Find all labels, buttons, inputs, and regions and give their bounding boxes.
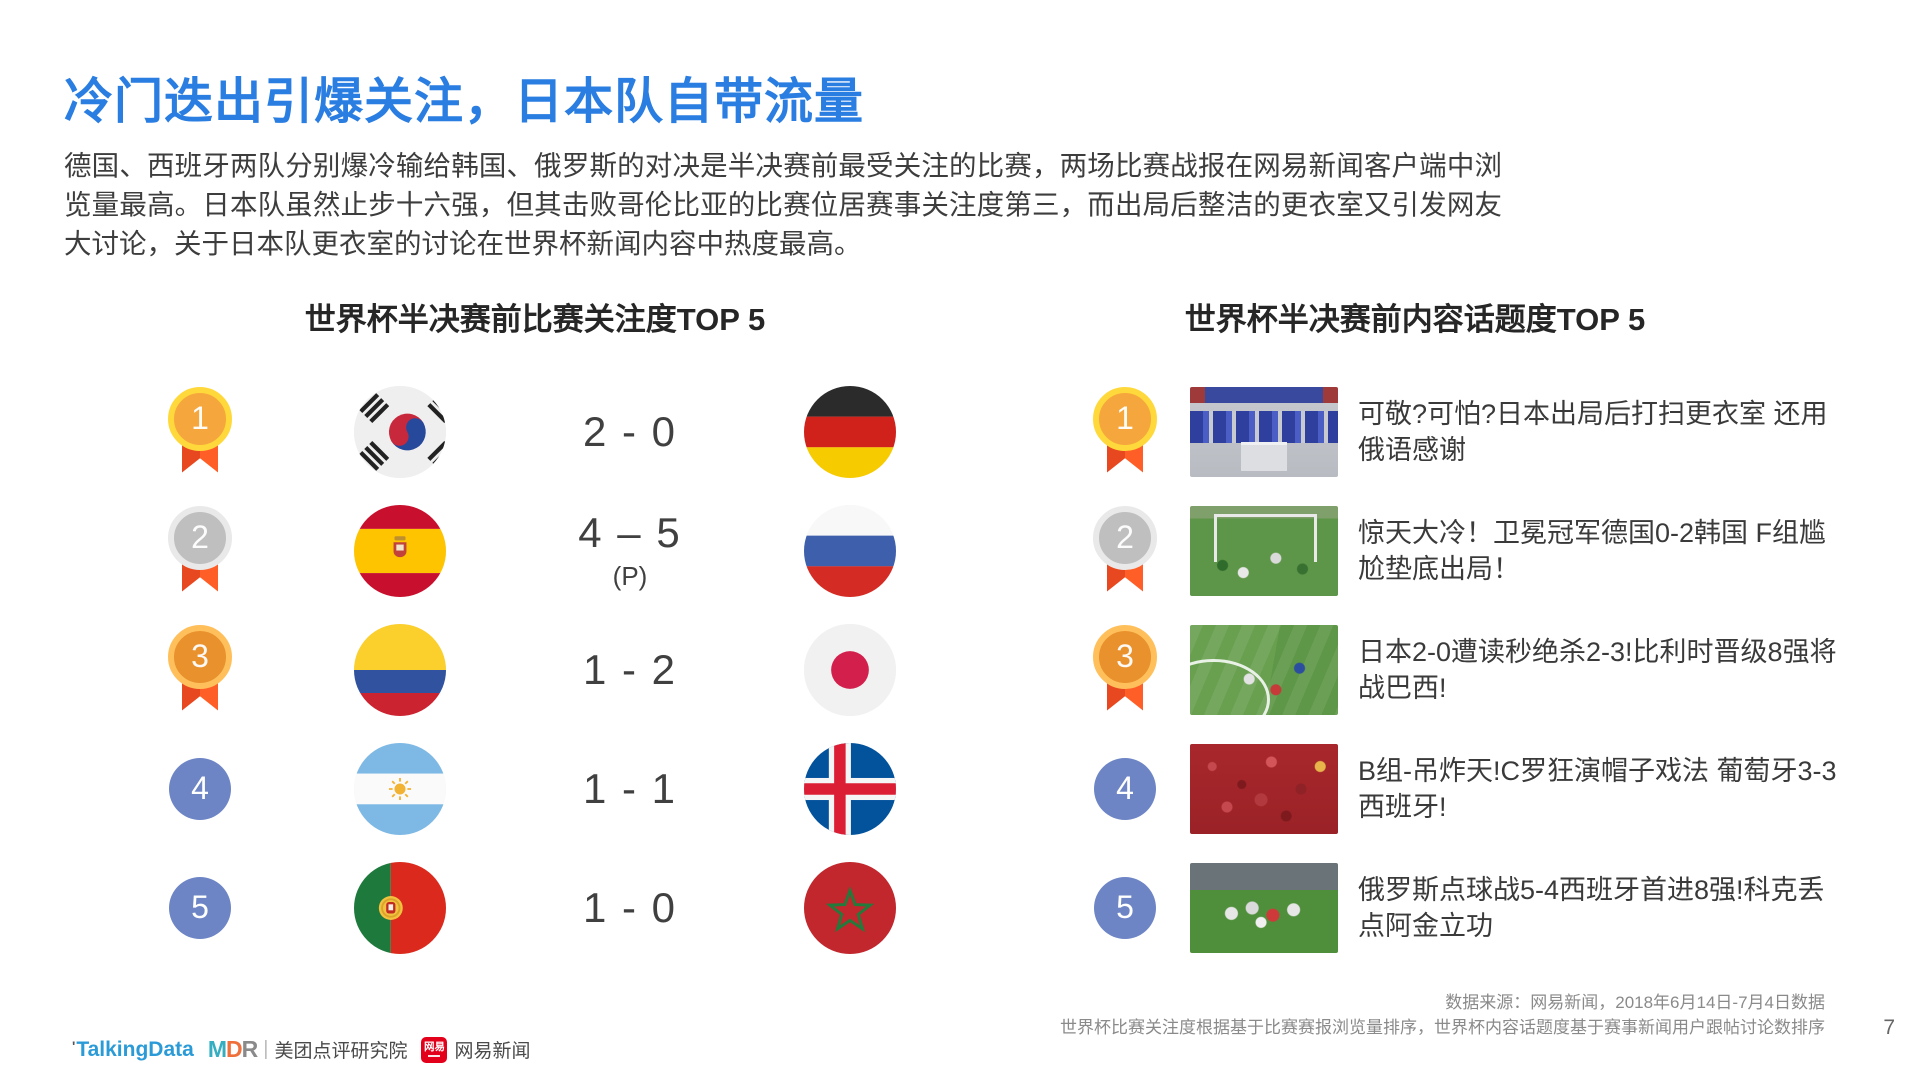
table-row: 5 1 - 0 (140, 848, 980, 967)
mdr-logo: MDR (207, 1036, 259, 1063)
news-headline: 惊天大冷！卫冕冠军德国0-2韩国 F组尴尬垫底出局！ (1358, 517, 1827, 584)
news-headline: 可敬?可怕?日本出局后打扫更衣室 还用俄语感谢 (1358, 398, 1828, 465)
score-value: 4 – 5 (578, 509, 682, 556)
netease-icon-bar (428, 1055, 441, 1057)
list-item: 2 惊天大冷！卫冕冠军德国0-2韩国 F组尴尬垫底出局！ (1060, 491, 1860, 610)
rank-number: 2 (1093, 505, 1157, 570)
rank-1-medal-icon: 1 (168, 386, 232, 477)
page-number: 7 (1883, 1016, 1895, 1039)
rank-4-badge: 4 (169, 757, 231, 820)
rank-2-medal-icon: 2 (1093, 505, 1157, 596)
match-ranking-title: 世界杯半决赛前比赛关注度TOP 5 (304, 302, 766, 337)
rank-number: 1 (1093, 386, 1157, 451)
talkingdata-logo: 'TalkingData (72, 1038, 194, 1062)
news-thumbnail-goal-scene (1190, 505, 1338, 596)
meituan-dianping-logo: MDR | 美团点评研究院 (208, 1036, 408, 1063)
news-headline: B组-吊炸天!C罗狂演帽子戏法 葡萄牙3-3西班牙! (1358, 755, 1837, 822)
footer-logos: 'TalkingData MDR | 美团点评研究院 网易 网易新闻 (72, 1036, 530, 1063)
mdr-name-text: 美团点评研究院 (274, 1041, 408, 1062)
match-score: 1 - 2 (583, 646, 677, 694)
flag-south-korea-icon (354, 385, 446, 478)
news-thumbnail-pitch-aerial (1190, 624, 1338, 715)
match-ranking-table: 1 (140, 372, 980, 967)
netease-icon-text: 网易 (423, 1041, 445, 1053)
flag-japan-icon (804, 623, 896, 716)
talkingdata-logo-text: TalkingData (76, 1037, 194, 1061)
list-item: 5 俄罗斯点球战5-4西班牙首进8强!科克丢点阿金立功 (1060, 848, 1860, 967)
table-row: 2 4 – 5 (P) (140, 491, 980, 610)
rank-3-medal-icon: 3 (168, 624, 232, 715)
table-row: 1 (140, 372, 980, 491)
news-thumbnail-red-crowd (1190, 743, 1338, 834)
list-item: 4 B组-吊炸天!C罗狂演帽子戏法 葡萄牙3-3西班牙! (1060, 729, 1860, 848)
score-value: 1 - 2 (582, 645, 678, 693)
netease-news-logo: 网易 网易新闻 (421, 1036, 530, 1063)
rank-number: 3 (1093, 624, 1157, 689)
match-score: 1 - 1 (583, 765, 677, 813)
match-score: 2 - 0 (583, 408, 677, 456)
rank-number: 2 (168, 505, 232, 570)
mdr-letter-d: D (225, 1036, 243, 1062)
match-score: 4 – 5 (P) (578, 509, 681, 592)
news-headline: 日本2-0遭读秒绝杀2-3!比利时晋级8强将战巴西! (1358, 636, 1837, 703)
rank-4-badge: 4 (1094, 757, 1156, 820)
rank-number: 1 (168, 386, 232, 451)
flag-spain-icon (354, 504, 446, 597)
flag-argentina-icon (354, 742, 446, 835)
logo-divider: | (263, 1038, 269, 1060)
intro-paragraph: 德国、西班牙两队分别爆冷输给韩国、俄罗斯的对决是半决赛前最受关注的比赛，两场比赛… (64, 150, 1502, 259)
news-thumbnail-celebration (1190, 862, 1338, 953)
source-line-2: 世界杯比赛关注度根据基于比赛赛报浏览量排序，世界杯内容话题度基于赛事新闻用户跟帖… (1060, 1018, 1825, 1037)
topic-ranking-title: 世界杯半决赛前内容话题度TOP 5 (1184, 302, 1646, 337)
news-thumbnail-locker-room (1190, 386, 1338, 477)
flag-germany-icon (804, 385, 896, 478)
score-value: 2 - 0 (582, 407, 678, 455)
flag-russia-icon (804, 504, 896, 597)
match-score: 1 - 0 (583, 884, 677, 932)
rank-1-medal-icon: 1 (1093, 386, 1157, 477)
flag-iceland-icon (804, 742, 896, 835)
score-value: 1 - 0 (582, 883, 678, 931)
source-line-1: 数据来源：网易新闻，2018年6月14日-7月4日数据 (1445, 993, 1825, 1012)
rank-number: 3 (168, 624, 232, 689)
flag-portugal-icon (354, 861, 446, 954)
netease-name-text: 网易新闻 (454, 1041, 531, 1062)
score-value: 1 - 1 (582, 764, 678, 812)
mdr-letter-r: R (241, 1036, 259, 1062)
flag-morocco-icon (804, 861, 896, 954)
talkingdata-tick: ' (72, 1037, 76, 1054)
rank-3-medal-icon: 3 (1093, 624, 1157, 715)
data-source-note: 数据来源：网易新闻，2018年6月14日-7月4日数据 世界杯比赛关注度根据基于… (1060, 990, 1825, 1040)
mdr-letter-m: M (207, 1036, 227, 1062)
netease-app-icon: 网易 (421, 1036, 448, 1063)
news-headline: 俄罗斯点球战5-4西班牙首进8强!科克丢点阿金立功 (1358, 874, 1825, 941)
list-item: 3 日本2-0遭读秒绝杀2-3!比利时晋级8强将战巴西! (1060, 610, 1860, 729)
table-row: 3 1 - 2 (140, 610, 980, 729)
rank-5-badge: 5 (169, 876, 231, 939)
list-item: 1 可敬?可怕?日本出局后打扫更衣室 还用俄语感谢 (1060, 372, 1860, 491)
rank-5-badge: 5 (1094, 876, 1156, 939)
flag-colombia-icon (354, 623, 446, 716)
topic-ranking-list: 1 可敬?可怕?日本出局后打扫更衣室 还用俄语感谢 2 惊天大冷！卫冕冠军德国0… (1060, 372, 1860, 967)
table-row: 4 1 - 1 (140, 729, 980, 848)
rank-2-medal-icon: 2 (168, 505, 232, 596)
score-note: (P) (612, 561, 648, 591)
page-title: 冷门迭出引爆关注，日本队自带流量 (64, 75, 865, 129)
